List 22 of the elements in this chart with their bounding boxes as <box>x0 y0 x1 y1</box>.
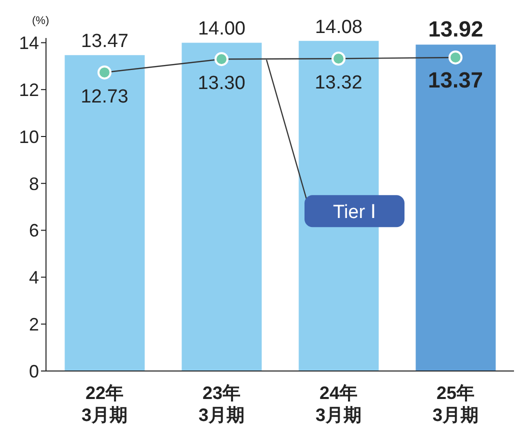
x-tick-label: 22年 3月期 <box>81 383 128 425</box>
data-label: 13.32 <box>314 72 362 94</box>
y-tick-label: 4 <box>28 268 39 288</box>
data-label: 12.73 <box>80 86 128 108</box>
data-label: 13.47 <box>80 31 128 52</box>
data-label: 14.08 <box>314 16 362 38</box>
y-tick-label: 14 <box>18 33 39 54</box>
y-tick-label: 6 <box>28 220 39 241</box>
x-tick-label: 25年 3月期 <box>432 383 479 425</box>
x-tick-label: 24年 3月期 <box>315 383 362 425</box>
data-label: 13.92 <box>428 16 484 42</box>
y-tick-label: 12 <box>18 80 39 100</box>
data-label: 13.30 <box>198 73 246 94</box>
text: Tier Ⅰ <box>333 202 376 224</box>
data-label: 14.00 <box>198 18 246 40</box>
y-tick-label: 10 <box>18 126 39 147</box>
y-tick-label: 2 <box>28 314 39 334</box>
x-tick-label: 23年 3月期 <box>198 383 245 425</box>
y-tick-label: 8 <box>28 174 39 194</box>
data-label: 13.37 <box>428 67 484 92</box>
y-axis-title: (%) <box>32 15 50 27</box>
y-tick-label: 0 <box>28 361 39 382</box>
